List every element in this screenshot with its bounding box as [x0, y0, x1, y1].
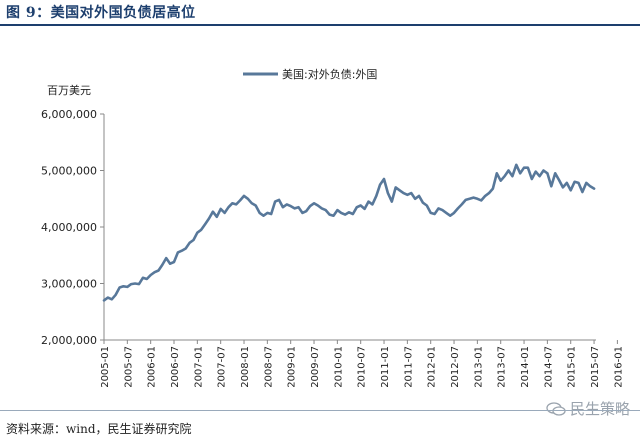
line-chart: 美国:对外负债:外国 百万美元 2,000,000 3,000,000 4,000,…: [41, 67, 624, 388]
legend: 美国:对外负债:外国: [243, 67, 377, 81]
y-tick-label: 6,000,000: [41, 108, 97, 121]
x-tick-label: 2006-01: [147, 346, 158, 388]
x-tick-label: 2011-01: [380, 346, 391, 388]
x-tick-label: 2012-01: [427, 346, 438, 388]
legend-label: 美国:对外负债:外国: [282, 67, 377, 81]
x-tick-label: 2009-01: [287, 346, 298, 388]
watermark-text: 民生策略: [569, 400, 630, 418]
x-tick-label: 2014-01: [520, 346, 531, 388]
x-tick-label: 2005-01: [100, 346, 111, 388]
x-tick-label: 2009-07: [310, 346, 321, 388]
x-tick-label: 2014-07: [543, 346, 554, 388]
series-line-group: [102, 163, 596, 302]
x-tick-label: 2006-07: [170, 346, 181, 388]
x-tick-label: 2015-07: [590, 346, 601, 388]
y-tick-label: 3,000,000: [41, 278, 97, 291]
x-tick-label: 2015-01: [567, 346, 578, 388]
wechat-icon: [546, 401, 566, 416]
footer-divider: [0, 410, 640, 411]
watermark: 民生策略: [546, 398, 630, 419]
x-tick-label: 2008-07: [263, 346, 274, 388]
header-divider: [0, 24, 640, 26]
x-tick-label: 2012-07: [450, 346, 461, 388]
x-tick-label: 2013-07: [497, 346, 508, 388]
x-tick-label: 2007-01: [193, 346, 204, 388]
y-axis-label: 百万美元: [47, 84, 91, 97]
figure-title: 图 9：美国对外国负债居高位: [6, 5, 196, 21]
x-tick-label: 2007-07: [217, 346, 228, 388]
x-tick-label: 2005-07: [123, 346, 134, 388]
y-axis: 2,000,000 3,000,000 4,000,000 5,000,000 6,00…: [41, 108, 105, 347]
x-tick-label: 2016-01: [613, 346, 624, 388]
x-tick-label: 2013-01: [473, 346, 484, 388]
x-axis: 2005-01 2005-07 2006-01 2006-07 2007-01 2007-…: [100, 339, 624, 388]
y-tick-label: 2,000,000: [41, 334, 97, 347]
y-tick-label: 4,000,000: [41, 221, 97, 234]
x-tick-label: 2010-07: [357, 346, 368, 388]
source-note: 资料来源：wind，民生证券研究院: [6, 422, 192, 436]
series-line: [102, 163, 596, 302]
x-tick-label: 2008-01: [240, 346, 251, 388]
y-tick-label: 5,000,000: [41, 165, 97, 178]
x-tick-label: 2011-07: [403, 346, 414, 388]
x-tick-label: 2010-01: [333, 346, 344, 388]
